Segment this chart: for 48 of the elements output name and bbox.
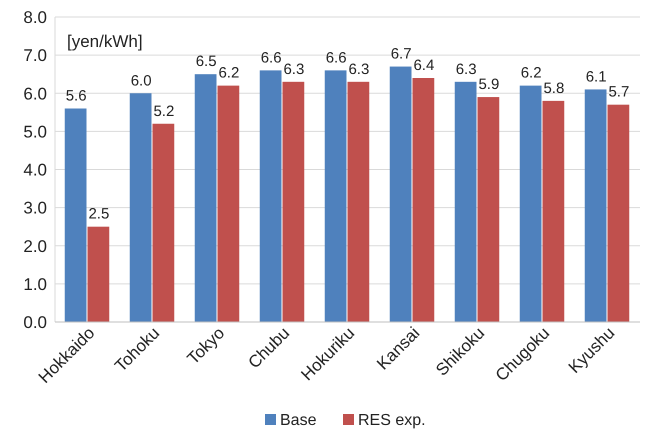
data-label: 5.2 — [153, 102, 174, 120]
bar — [478, 97, 500, 322]
bar — [390, 66, 412, 322]
bar — [520, 86, 542, 322]
legend-label: Base — [280, 412, 317, 429]
y-tick-label: 2.0 — [23, 236, 47, 256]
data-label: 6.5 — [196, 53, 217, 70]
data-label: 6.2 — [218, 64, 240, 82]
y-tick-label: 6.0 — [23, 84, 47, 104]
y-tick-label: 8.0 — [23, 8, 47, 27]
data-label: 6.3 — [283, 60, 304, 78]
y-tick-label: 4.0 — [23, 160, 47, 180]
data-label: 6.7 — [390, 46, 412, 63]
y-tick-label: 0.0 — [23, 313, 47, 332]
y-axis-title: [yen/kWh] — [67, 32, 143, 51]
y-tick-label: 5.0 — [23, 122, 47, 142]
y-tick-label: 1.0 — [23, 274, 47, 294]
bar — [260, 70, 282, 322]
data-label: 6.4 — [413, 57, 434, 74]
bar — [542, 100, 564, 322]
bar — [348, 82, 370, 322]
data-label: 6.1 — [586, 68, 607, 86]
y-tick-label: 3.0 — [23, 198, 47, 218]
data-label: 6.3 — [456, 60, 477, 78]
data-label: 6.2 — [520, 64, 542, 82]
data-label: 5.9 — [478, 76, 500, 94]
data-label: 5.7 — [608, 84, 630, 101]
bar — [454, 82, 476, 322]
bar — [88, 226, 110, 322]
data-label: 2.5 — [88, 206, 110, 223]
data-label: 6.6 — [260, 49, 282, 66]
data-label: 6.3 — [348, 60, 370, 78]
bar — [412, 78, 434, 322]
bar — [130, 93, 152, 322]
bar — [324, 70, 346, 322]
bar — [218, 86, 240, 322]
y-tick-label: 7.0 — [23, 46, 47, 66]
bar — [282, 82, 304, 322]
data-label: 6.0 — [130, 72, 152, 90]
data-label: 5.8 — [543, 80, 564, 97]
bar — [152, 124, 174, 322]
bar — [194, 74, 216, 322]
data-label: 5.6 — [66, 88, 87, 104]
legend-label: RES exp. — [358, 412, 426, 429]
bar — [64, 108, 86, 322]
bar — [584, 89, 606, 322]
bar — [608, 104, 630, 322]
data-label: 6.6 — [326, 49, 347, 66]
